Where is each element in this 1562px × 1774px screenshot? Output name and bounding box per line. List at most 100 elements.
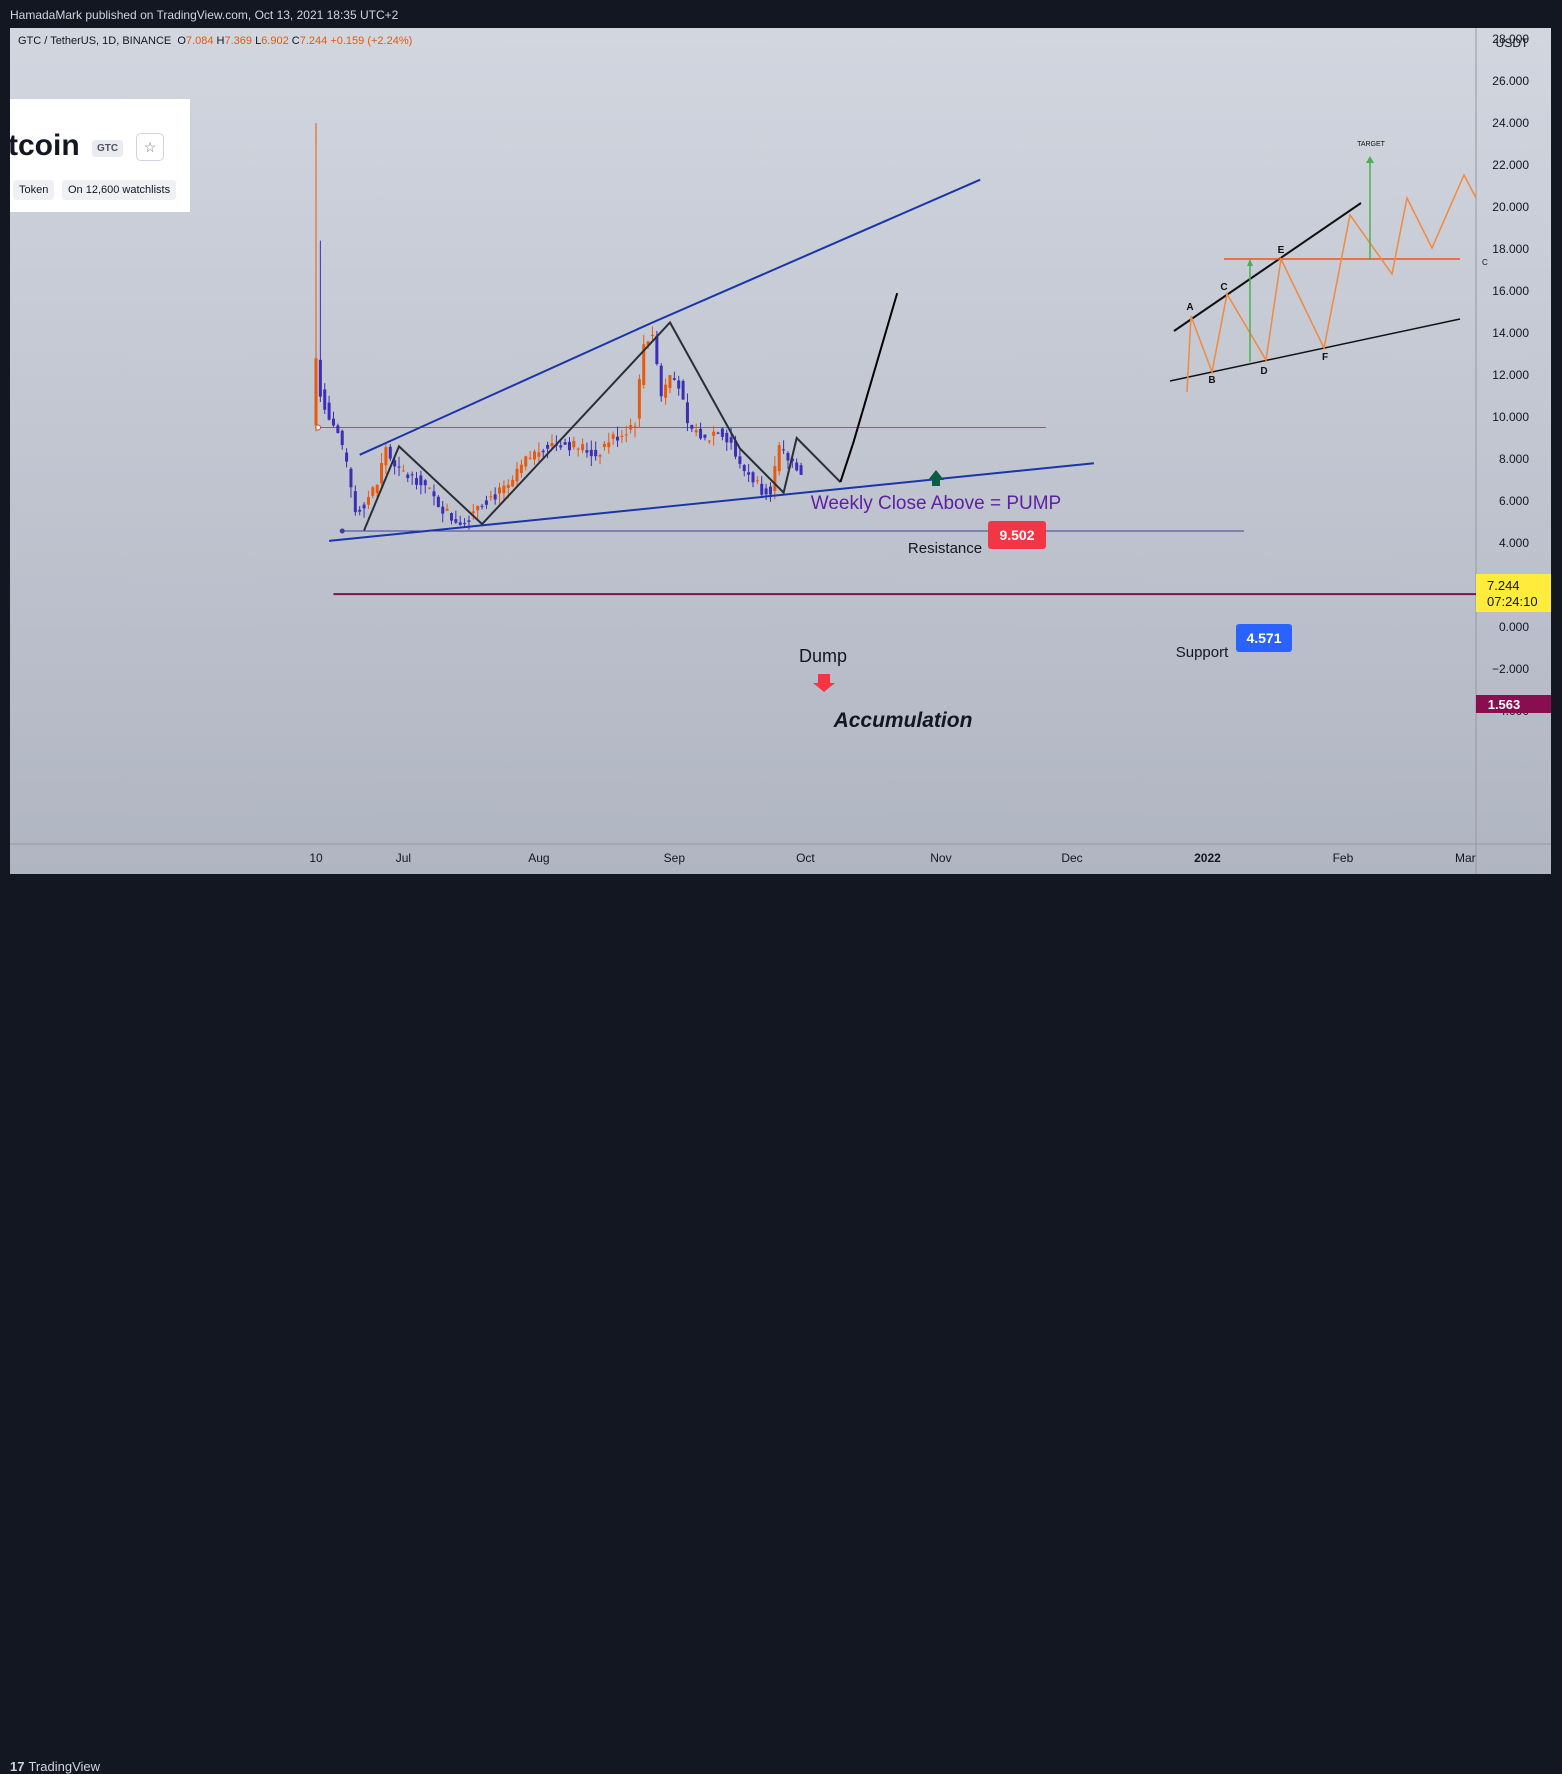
candle-body [432, 491, 436, 497]
token-tag[interactable]: Token [13, 180, 55, 200]
tradingview-logo[interactable]: 17 TradingView [10, 1759, 100, 1774]
candle-body [445, 508, 449, 511]
symbol-ohlc-bar: GTC / TetherUS, 1D, BINANCE O7.084 H7.36… [18, 35, 412, 47]
x-tick-label: Oct [796, 851, 815, 865]
x-tick-label: Nov [930, 851, 951, 865]
inset-target-label: TARGET [1357, 141, 1386, 148]
accumulation-axis-box [1476, 695, 1551, 713]
candle-body [668, 375, 672, 389]
tradingview-logo-icon: 17 [10, 1759, 25, 1774]
candle-body [734, 440, 738, 457]
candle-body [353, 491, 357, 513]
x-tick-label: Feb [1333, 851, 1354, 865]
y-tick-label: 26.000 [1492, 74, 1529, 88]
candle-body [620, 435, 624, 437]
inset-point-label: B [1208, 375, 1215, 386]
candle-body [799, 465, 803, 475]
last-price-box [1476, 574, 1551, 612]
change-value: +0.159 (+2.24%) [330, 35, 413, 47]
low-value: 6.902 [261, 35, 289, 47]
symbol-name[interactable]: GTC / TetherUS, 1D, BINANCE [18, 35, 172, 47]
candle-body [336, 425, 340, 434]
inset-projection-path [1186, 173, 1477, 393]
support-anchor-dot [339, 528, 345, 534]
brand-name: TradingView [28, 1759, 101, 1774]
candle-body [795, 462, 799, 471]
candle-body [441, 506, 445, 514]
candle-body [375, 484, 379, 494]
candle-body [581, 444, 585, 451]
candle-body [572, 440, 576, 448]
inset-point-label: D [1260, 366, 1267, 377]
close-value: 7.244 [299, 35, 328, 47]
candle-body [563, 442, 567, 445]
candle-body [380, 463, 384, 484]
candle-body [611, 434, 615, 439]
candle-body [650, 334, 654, 336]
candle-body [489, 496, 493, 498]
candle-body [694, 430, 698, 433]
candle-body [454, 519, 458, 523]
candle-body [637, 379, 641, 419]
y-tick-label: 8.000 [1499, 452, 1529, 466]
x-tick-label: Mar [1455, 851, 1476, 865]
watchlist-star-button[interactable]: ☆ [136, 133, 164, 161]
candle-body [729, 437, 733, 443]
high-label: H [216, 35, 225, 47]
candle-body [519, 464, 523, 473]
y-tick-label: 6.000 [1499, 494, 1529, 508]
candle-body [629, 425, 633, 430]
candle-body [537, 452, 541, 457]
candle-body [498, 487, 502, 494]
x-tick-label: Sep [664, 851, 686, 865]
candle-body [476, 506, 480, 511]
watchlists-tag[interactable]: On 12,600 watchlists [62, 180, 177, 200]
candle-body [576, 448, 580, 450]
candle-body [589, 449, 593, 457]
candle-body [585, 450, 589, 453]
candle-body [738, 456, 742, 464]
candle-body [515, 468, 519, 482]
chart-canvas[interactable]: USDT32.00030.00028.00026.00024.00022.000… [10, 28, 1551, 874]
candle-body [699, 428, 703, 439]
candle-body [633, 426, 637, 428]
candle-body [502, 485, 506, 494]
candle-body [349, 468, 353, 488]
y-tick-label: 0.000 [1499, 620, 1529, 634]
y-tick-label: 20.000 [1492, 200, 1529, 214]
candle-body [415, 478, 419, 485]
candle-body [685, 402, 689, 424]
candle-body [616, 436, 620, 441]
coin-info-card: tcoin GTC ☆ Token On 12,600 watchlists [10, 99, 190, 212]
candle-body [720, 428, 724, 437]
inset-point-label: C [1220, 282, 1227, 293]
dump-text: Dump [799, 646, 847, 666]
star-icon: ☆ [143, 139, 157, 155]
candle-body [742, 465, 746, 472]
open-label: O [177, 35, 186, 47]
candle-body [567, 441, 571, 451]
candle-body [436, 496, 440, 508]
candle-body [777, 445, 781, 472]
inset-point-label: F [1322, 352, 1328, 363]
chart-pane[interactable]: USDT32.00030.00028.00026.00024.00022.000… [10, 28, 1551, 874]
inset-right-marker: C [1482, 258, 1488, 267]
y-tick-label: 24.000 [1492, 116, 1529, 130]
candle-body [480, 505, 484, 507]
inset-pattern-diagram: A B C D E F TARGET C [1169, 141, 1488, 393]
coin-ticker-badge: GTC [92, 140, 124, 157]
candle-body [362, 504, 366, 509]
inset-green-arrow-head [1247, 259, 1253, 266]
candle-body [659, 365, 663, 397]
candle-body [664, 384, 668, 398]
candle-body [528, 457, 532, 459]
candle-body [506, 484, 510, 488]
candle-body [428, 487, 432, 489]
candle-body [607, 442, 611, 448]
candle-body [401, 470, 405, 472]
candle-body [423, 480, 427, 486]
candle-body [493, 494, 497, 500]
candle-body [419, 475, 423, 486]
support-price-label: 4.571 [1246, 630, 1281, 646]
candle-body [410, 474, 414, 476]
